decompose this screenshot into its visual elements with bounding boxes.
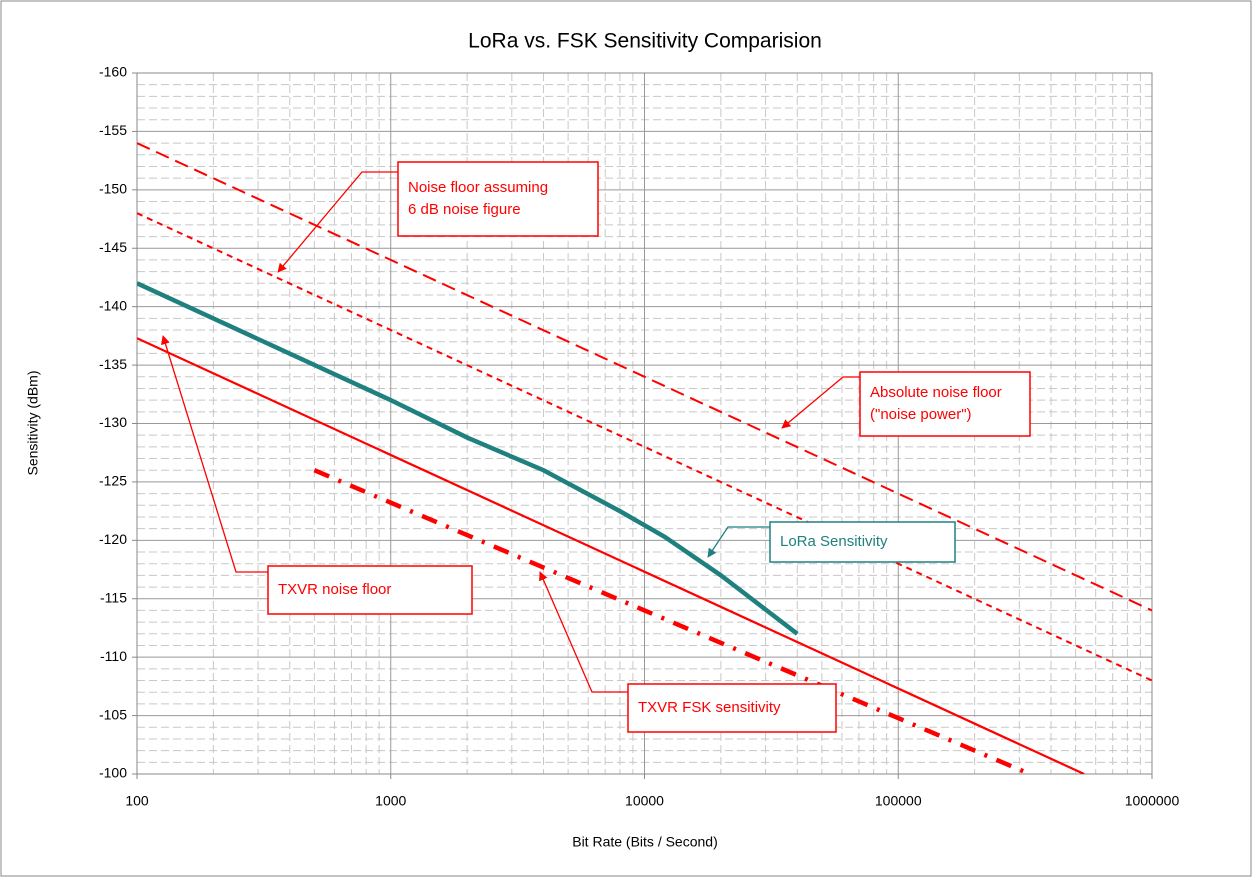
y-tick-label: -120: [99, 531, 127, 547]
series-line: [137, 281, 799, 636]
annotation-arrow: [161, 335, 268, 573]
annotation-box: [627, 683, 837, 733]
plot-frame: [136, 72, 1153, 775]
x-tick-label: 100: [125, 793, 149, 809]
y-tick-label: -130: [99, 414, 127, 430]
annotation-text: TXVR FSK sensitivity: [638, 699, 781, 716]
annotation-arrow: [539, 571, 628, 693]
y-tick-label: -140: [99, 297, 127, 313]
x-tick-label: 100000: [875, 793, 922, 809]
annotation-box: [769, 521, 956, 563]
y-tick-label: -115: [100, 589, 127, 605]
y-axis-label: Sensitivity (dBm): [25, 370, 41, 475]
annotation-arrow: [707, 526, 770, 558]
y-tick-label: -155: [99, 122, 127, 138]
series-line: [137, 337, 1085, 774]
annotation-text: Absolute noise floor: [870, 384, 1002, 401]
y-tick-label: -160: [99, 64, 127, 80]
annotation-text: ("noise power"): [870, 406, 972, 423]
y-tick-label: -125: [99, 473, 127, 489]
annotation-arrow: [781, 376, 860, 429]
series-line: [137, 142, 1152, 612]
y-tick-label: -100: [99, 765, 127, 781]
y-tick-label: -110: [100, 648, 127, 664]
x-tick-label: 1000: [375, 793, 406, 809]
chart-title: LoRa vs. FSK Sensitivity Comparision: [468, 30, 822, 53]
annotation-box: [267, 565, 473, 615]
y-tick-label: -145: [99, 239, 127, 255]
x-axis-label: Bit Rate (Bits / Second): [572, 834, 718, 850]
x-tick-label: 1000000: [1125, 793, 1180, 809]
y-tick-label: -150: [99, 181, 127, 197]
annotation-text: Noise floor assuming: [408, 179, 548, 196]
annotation-text: TXVR noise floor: [278, 581, 391, 598]
annotation-box: [859, 371, 1031, 437]
x-tick-label: 10000: [625, 793, 664, 809]
annotation-text: 6 dB noise figure: [408, 201, 521, 218]
y-tick-label: -135: [99, 356, 127, 372]
y-tick-label: -105: [99, 706, 127, 722]
annotation-text: LoRa Sensitivity: [780, 533, 888, 550]
annotation-box: [397, 161, 599, 237]
series-line: [313, 468, 1031, 774]
annotation-arrow: [277, 171, 398, 273]
